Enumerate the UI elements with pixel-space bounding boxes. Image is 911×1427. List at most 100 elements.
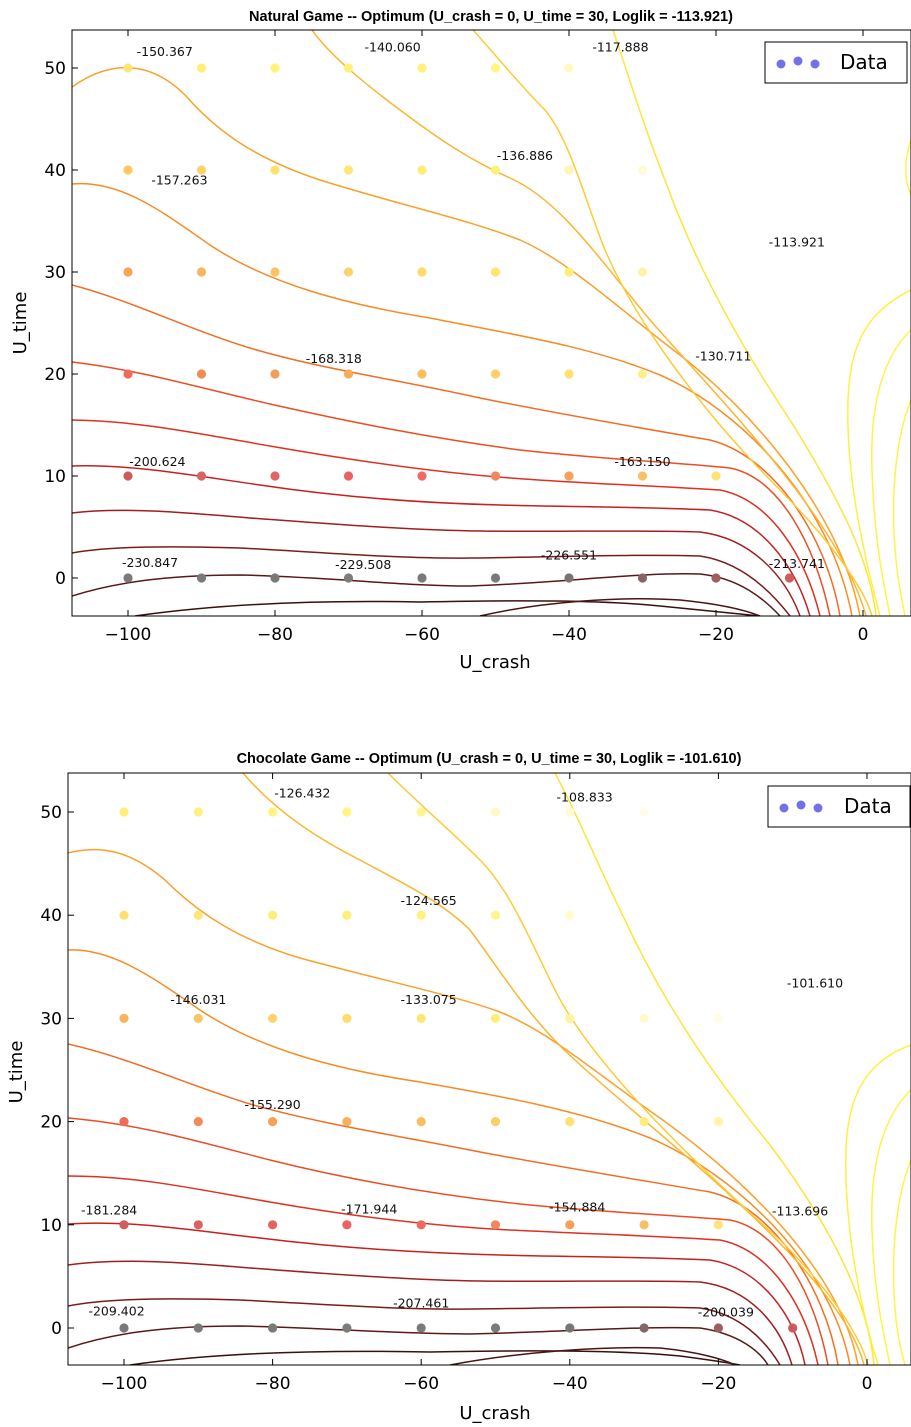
legend-marker xyxy=(810,59,820,69)
legend-marker xyxy=(813,803,823,813)
data-point xyxy=(417,165,427,175)
contour-label: -150.367 xyxy=(137,44,193,59)
data-point xyxy=(564,63,574,73)
contour-line xyxy=(72,67,861,616)
x-tick-label: −80 xyxy=(255,1374,291,1394)
data-point xyxy=(788,1323,798,1333)
data-point xyxy=(565,1220,575,1230)
contour-label: -136.886 xyxy=(497,148,553,163)
contour-line xyxy=(68,1260,793,1365)
contour-line xyxy=(311,30,867,616)
data-point xyxy=(343,471,354,481)
data-point xyxy=(123,471,133,481)
data-point xyxy=(565,1323,575,1333)
contour-line xyxy=(72,573,781,616)
data-point xyxy=(343,573,354,583)
contour-line xyxy=(892,1159,911,1365)
x-tick-label: 0 xyxy=(858,625,869,645)
data-point xyxy=(490,1220,501,1230)
x-tick-label: −100 xyxy=(105,625,152,645)
contour-line xyxy=(554,773,875,1365)
data-point xyxy=(268,910,278,920)
data-point xyxy=(490,1323,501,1333)
data-point xyxy=(342,910,352,920)
data-point xyxy=(637,369,648,379)
contour-line xyxy=(479,598,761,616)
contour-line xyxy=(68,1298,781,1365)
contour-label: -213.741 xyxy=(769,556,825,571)
data-point xyxy=(123,369,133,379)
data-point xyxy=(196,471,207,481)
data-point xyxy=(564,573,574,583)
y-tick-label: 50 xyxy=(40,803,62,823)
contour-label: -229.508 xyxy=(335,557,391,572)
plot-frame xyxy=(67,772,911,1366)
data-point xyxy=(490,573,501,583)
legend-marker xyxy=(779,803,789,813)
contour-label: -130.711 xyxy=(695,349,751,364)
contour-line xyxy=(72,284,841,616)
y-tick-label: 30 xyxy=(40,1009,62,1029)
data-point xyxy=(119,1220,129,1230)
data-point xyxy=(343,267,354,277)
contour-line xyxy=(449,1346,736,1365)
contour-label: -171.944 xyxy=(341,1201,397,1216)
plot-frame xyxy=(71,29,911,617)
y-tick-label: 30 xyxy=(44,263,66,283)
chart-title: Natural Game -- Optimum (U_crash = 0, U_… xyxy=(249,9,733,25)
data-point xyxy=(713,1117,724,1127)
data-point xyxy=(417,63,427,73)
data-point xyxy=(711,573,721,583)
legend-box xyxy=(764,41,908,84)
data-point xyxy=(637,573,648,583)
data-point xyxy=(342,1013,352,1024)
data-point xyxy=(490,1013,501,1024)
contour-line xyxy=(871,329,911,616)
contour-line xyxy=(68,1117,829,1365)
contour-label: -155.290 xyxy=(244,1097,300,1112)
data-point xyxy=(268,1117,278,1127)
legend-marker xyxy=(776,59,786,69)
contour-label: -117.888 xyxy=(592,40,648,55)
y-tick-label: 10 xyxy=(40,1216,62,1236)
data-point xyxy=(565,1013,575,1024)
contour-label: -226.551 xyxy=(541,548,597,563)
contour-label: -207.461 xyxy=(393,1295,449,1310)
data-point xyxy=(490,471,501,481)
data-point xyxy=(713,1013,724,1024)
data-point xyxy=(565,910,575,920)
data-point xyxy=(196,63,207,73)
x-tick-label: −40 xyxy=(551,625,587,645)
contour-line xyxy=(68,1043,839,1365)
data-point xyxy=(639,807,649,817)
contour-label: -113.921 xyxy=(769,235,825,250)
data-point xyxy=(196,267,207,277)
contour-label: -146.031 xyxy=(170,992,226,1007)
legend: Data xyxy=(767,785,911,828)
data-point xyxy=(564,471,574,481)
contour-label: -113.696 xyxy=(772,1204,828,1219)
data-point xyxy=(268,1323,278,1333)
contour-line xyxy=(612,30,877,616)
contour-lines xyxy=(72,30,911,616)
y-axis-label: U_time xyxy=(6,1041,27,1104)
data-point xyxy=(343,369,354,379)
data-point xyxy=(416,910,426,920)
data-point xyxy=(123,165,133,175)
data-point xyxy=(193,1323,203,1333)
data-point xyxy=(268,1013,278,1024)
y-tick-label: 40 xyxy=(40,906,62,926)
legend-label: Data xyxy=(844,794,892,818)
data-point xyxy=(713,1323,724,1333)
data-point xyxy=(342,1117,352,1127)
data-point xyxy=(270,471,280,481)
data-point xyxy=(490,1117,501,1127)
data-point xyxy=(270,165,280,175)
data-point xyxy=(637,471,648,481)
contour-label: -181.284 xyxy=(81,1202,137,1217)
data-point xyxy=(270,267,280,277)
data-point xyxy=(417,471,427,481)
data-point xyxy=(343,165,354,175)
x-tick-label: −20 xyxy=(698,625,734,645)
chart-title: Chocolate Game -- Optimum (U_crash = 0, … xyxy=(237,751,742,767)
